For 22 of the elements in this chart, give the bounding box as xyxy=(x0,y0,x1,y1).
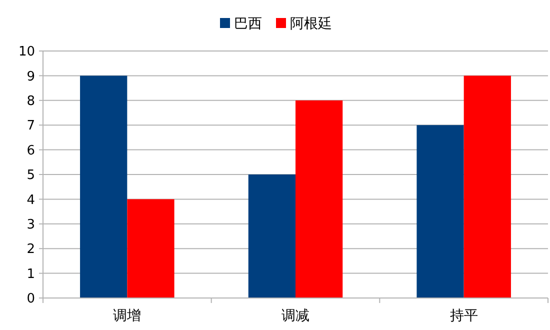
bar xyxy=(296,100,343,298)
y-tick-label: 4 xyxy=(26,192,35,208)
y-tick-label: 8 xyxy=(26,94,35,109)
bar xyxy=(464,76,511,298)
legend-label: 阿根廷 xyxy=(290,16,332,32)
y-tick-label: 0 xyxy=(26,292,35,307)
bar xyxy=(248,174,296,298)
y-tick-label: 1 xyxy=(26,266,35,282)
y-tick-label: 2 xyxy=(26,242,35,258)
x-tick-label: 调增 xyxy=(113,308,142,324)
bar xyxy=(416,125,464,298)
y-tick-label: 6 xyxy=(26,143,35,158)
y-tick-label: 10 xyxy=(18,44,35,60)
y-tick-label: 7 xyxy=(26,118,35,134)
bar xyxy=(80,76,128,298)
x-tick-label: 持平 xyxy=(450,308,478,324)
x-tick-label: 调减 xyxy=(282,308,310,324)
y-tick-label: 9 xyxy=(26,69,35,84)
legend-label: 巴西 xyxy=(234,16,262,32)
y-tick-label: 3 xyxy=(26,217,35,232)
y-tick-label: 5 xyxy=(26,168,35,184)
bar xyxy=(127,199,174,298)
